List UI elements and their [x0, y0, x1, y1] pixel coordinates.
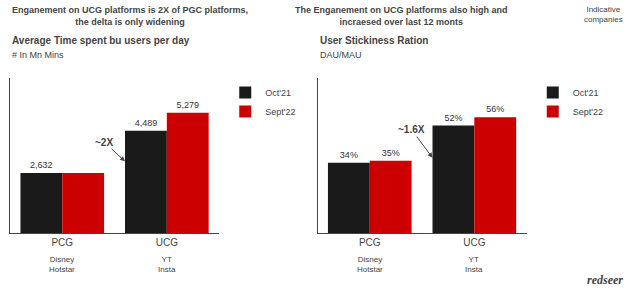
svg-text:34%: 34% [340, 150, 358, 160]
svg-text:2,632: 2,632 [30, 160, 53, 170]
svg-text:DAU/MAU: DAU/MAU [320, 50, 362, 60]
svg-text:YTInsta: YTInsta [158, 255, 176, 274]
svg-text:PCG: PCG [51, 237, 73, 248]
svg-text:Sept'22: Sept'22 [265, 107, 295, 117]
svg-text:PCG: PCG [359, 237, 381, 248]
svg-text:Oct'21: Oct'21 [573, 88, 599, 98]
svg-text:52%: 52% [444, 113, 462, 123]
svg-text:Average Time spent bu users pe: Average Time spent bu users per day [12, 35, 190, 46]
svg-text:UCG: UCG [463, 237, 485, 248]
svg-text:User Stickiness Ration: User Stickiness Ration [320, 35, 428, 46]
svg-text:# In Mn Mins: # In Mn Mins [12, 50, 64, 60]
svg-text:4,489: 4,489 [135, 118, 158, 128]
svg-text:35%: 35% [382, 148, 400, 158]
svg-text:Sept'22: Sept'22 [573, 107, 603, 117]
svg-text:5,279: 5,279 [176, 100, 199, 110]
svg-text:DisneyHotstar: DisneyHotstar [49, 255, 75, 274]
svg-text:~2X: ~2X [95, 137, 113, 148]
svg-text:DisneyHotstar: DisneyHotstar [357, 255, 383, 274]
svg-text:UCG: UCG [156, 237, 178, 248]
svg-text:56%: 56% [486, 104, 504, 114]
svg-text:Oct'21: Oct'21 [265, 88, 291, 98]
svg-text:The Enganement on UCG platform: The Enganement on UCG platforms also hig… [295, 5, 508, 27]
svg-text:Indicativecompanies: Indicativecompanies [584, 5, 623, 24]
svg-text:YTInsta: YTInsta [465, 255, 483, 274]
svg-text:Enganement on UCG platforms is: Enganement on UCG platforms is 2X of PGC… [12, 5, 248, 27]
svg-text:redseer: redseer [587, 273, 623, 287]
svg-text:~1.6X: ~1.6X [398, 124, 425, 135]
